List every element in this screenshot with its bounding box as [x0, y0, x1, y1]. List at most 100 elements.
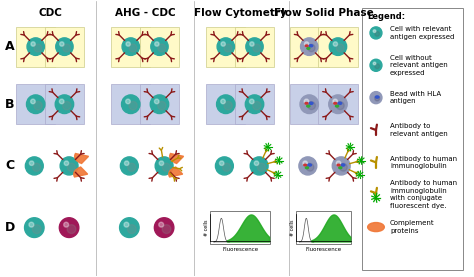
Ellipse shape	[303, 161, 307, 165]
Ellipse shape	[221, 99, 225, 104]
Ellipse shape	[257, 163, 265, 171]
Text: A: A	[5, 40, 15, 53]
Bar	[206, 27, 246, 66]
Ellipse shape	[373, 62, 376, 65]
Circle shape	[305, 102, 308, 104]
Ellipse shape	[55, 95, 73, 114]
Circle shape	[337, 164, 340, 166]
Ellipse shape	[253, 44, 261, 52]
Bar	[140, 27, 179, 66]
Ellipse shape	[63, 44, 71, 52]
Ellipse shape	[34, 101, 42, 110]
Ellipse shape	[119, 218, 139, 237]
Ellipse shape	[121, 95, 140, 114]
Ellipse shape	[373, 30, 376, 32]
Ellipse shape	[27, 95, 45, 114]
Ellipse shape	[301, 38, 318, 55]
Text: Bead with HLA
antigen: Bead with HLA antigen	[390, 91, 441, 104]
Text: Antibody to human
immunoglobulin: Antibody to human immunoglobulin	[390, 156, 457, 169]
Ellipse shape	[304, 42, 309, 46]
Ellipse shape	[129, 101, 137, 110]
Ellipse shape	[219, 161, 224, 165]
Ellipse shape	[340, 163, 347, 171]
Ellipse shape	[59, 99, 64, 104]
Bar	[296, 211, 351, 244]
Ellipse shape	[250, 157, 268, 175]
Ellipse shape	[158, 101, 166, 110]
Text: CDC: CDC	[38, 8, 62, 18]
Ellipse shape	[300, 95, 319, 114]
Wedge shape	[170, 153, 183, 163]
Ellipse shape	[150, 95, 169, 114]
Circle shape	[308, 164, 311, 166]
Ellipse shape	[124, 222, 129, 227]
Ellipse shape	[246, 95, 264, 114]
Circle shape	[307, 48, 310, 49]
Text: Legend:: Legend:	[368, 12, 406, 21]
Text: Fluorescence: Fluorescence	[222, 247, 258, 252]
Ellipse shape	[29, 161, 34, 165]
Text: Antibody to
relevant antigen: Antibody to relevant antigen	[390, 123, 447, 137]
Ellipse shape	[329, 95, 347, 114]
Ellipse shape	[126, 42, 130, 46]
Circle shape	[375, 96, 379, 98]
Ellipse shape	[246, 38, 263, 55]
Bar	[290, 84, 329, 124]
Ellipse shape	[32, 225, 41, 234]
Ellipse shape	[375, 64, 380, 69]
Text: Cell without
relevant antigen
expressed: Cell without relevant antigen expressed	[390, 55, 447, 76]
Ellipse shape	[56, 38, 73, 55]
Ellipse shape	[155, 99, 159, 104]
Text: C: C	[5, 160, 14, 172]
Circle shape	[336, 105, 338, 107]
Text: Flow Cytometry: Flow Cytometry	[194, 8, 286, 18]
Bar	[206, 84, 246, 124]
Ellipse shape	[375, 31, 380, 36]
Ellipse shape	[336, 44, 344, 52]
Ellipse shape	[223, 163, 231, 171]
Ellipse shape	[306, 163, 314, 171]
Ellipse shape	[125, 161, 129, 165]
Bar	[362, 8, 463, 270]
Ellipse shape	[67, 163, 75, 171]
Ellipse shape	[126, 99, 130, 104]
Text: Fluorescence: Fluorescence	[306, 247, 342, 252]
Bar	[16, 84, 55, 124]
Ellipse shape	[336, 161, 341, 165]
Ellipse shape	[375, 96, 380, 101]
Ellipse shape	[224, 101, 232, 110]
Ellipse shape	[128, 225, 136, 234]
Ellipse shape	[64, 161, 69, 165]
Ellipse shape	[329, 38, 346, 55]
Bar	[318, 84, 358, 124]
Ellipse shape	[59, 218, 79, 237]
Ellipse shape	[122, 38, 139, 55]
Ellipse shape	[27, 38, 45, 55]
Bar	[235, 84, 274, 124]
Ellipse shape	[333, 42, 337, 46]
Text: Flow Solid Phase: Flow Solid Phase	[273, 8, 374, 18]
Wedge shape	[74, 167, 88, 177]
Ellipse shape	[128, 163, 136, 171]
Ellipse shape	[337, 102, 344, 110]
Ellipse shape	[304, 99, 309, 104]
Ellipse shape	[151, 38, 168, 55]
Ellipse shape	[129, 44, 137, 52]
Text: # cells: # cells	[290, 219, 294, 236]
Ellipse shape	[155, 42, 159, 46]
Text: Antibody to human
immunoglobulin
with conjugate
fluorescent dye.: Antibody to human immunoglobulin with co…	[390, 181, 457, 209]
Ellipse shape	[370, 92, 382, 104]
Ellipse shape	[120, 157, 138, 175]
Ellipse shape	[254, 161, 259, 165]
Ellipse shape	[64, 222, 69, 227]
Ellipse shape	[25, 218, 44, 237]
Ellipse shape	[217, 38, 235, 55]
Ellipse shape	[158, 44, 165, 52]
Ellipse shape	[63, 101, 71, 110]
Ellipse shape	[31, 42, 35, 46]
Ellipse shape	[162, 225, 171, 234]
Ellipse shape	[249, 99, 254, 104]
Bar	[318, 27, 358, 66]
Bar	[140, 84, 179, 124]
Ellipse shape	[217, 95, 235, 114]
